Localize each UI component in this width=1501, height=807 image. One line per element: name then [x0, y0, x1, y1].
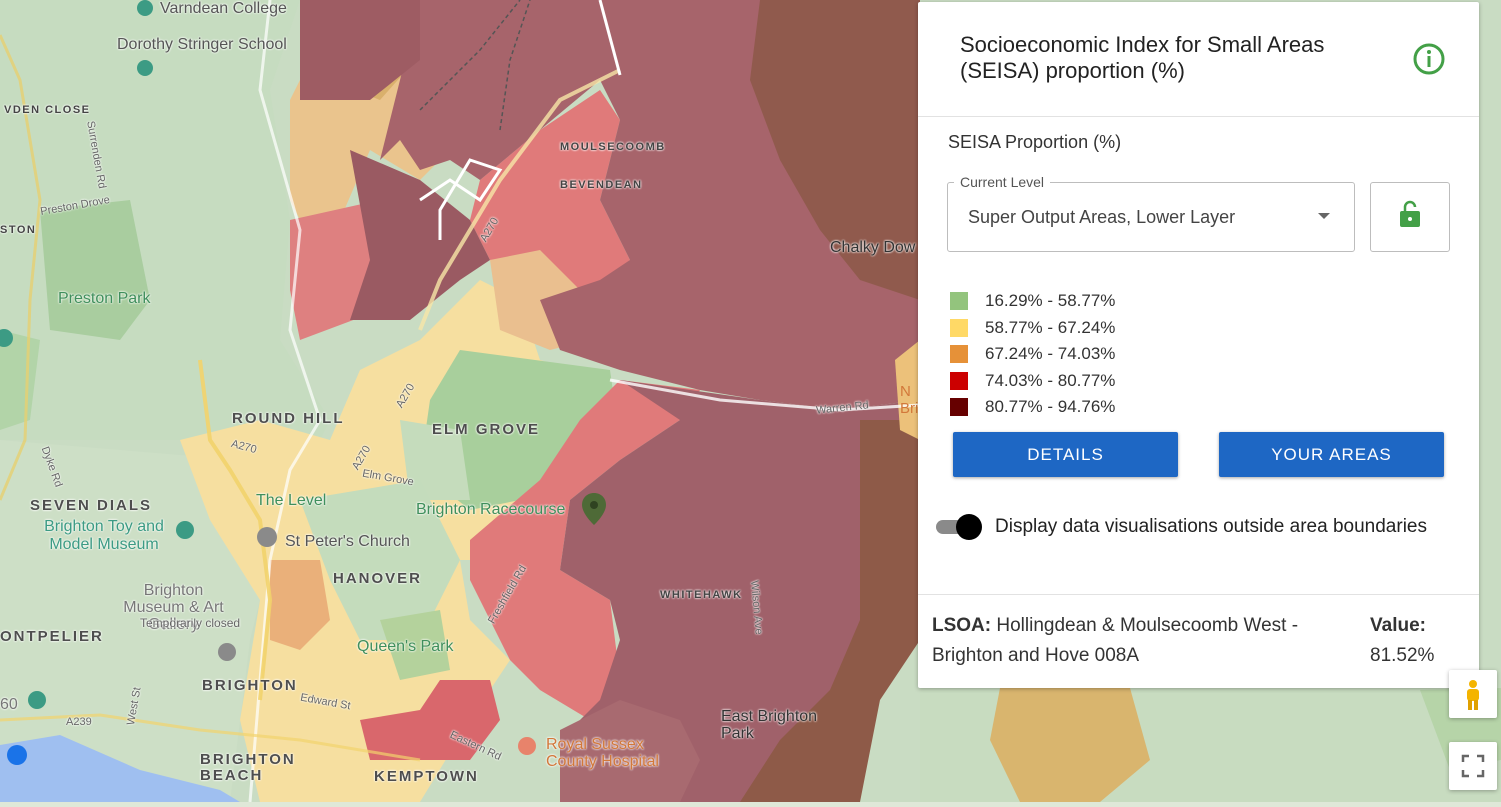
pegman-icon — [1467, 680, 1479, 710]
panel-divider-bottom — [918, 594, 1479, 595]
legend-range: 80.77% - 94.76% — [985, 397, 1116, 416]
map-label-round-hill: ROUND HILL — [232, 410, 345, 427]
map-label-bevendean: BEVENDEAN — [560, 179, 643, 191]
map-label-varndean: Varndean College — [160, 0, 287, 17]
legend-swatch — [950, 319, 968, 337]
fullscreen-button[interactable] — [1449, 742, 1497, 790]
lsoa-label: LSOA: — [932, 615, 992, 636]
map-label-whitehawk: WHITEHAWK — [660, 589, 743, 601]
level-select-value: Super Output Areas, Lower Layer — [968, 207, 1236, 227]
legend-item: 58.77% - 67.24% — [950, 317, 1115, 339]
outside-boundaries-toggle[interactable] — [934, 514, 984, 540]
legend-item: 80.77% - 94.76% — [950, 396, 1115, 418]
toggle-label: Display data visualisations outside area… — [995, 516, 1427, 537]
chevron-down-icon — [1318, 213, 1330, 219]
map-label-chalky-down: Chalky Dow — [830, 239, 916, 256]
legend-swatch — [950, 372, 968, 390]
lock-open-icon — [1400, 200, 1420, 227]
toggle-knob — [956, 514, 982, 540]
map-label-elm-grove-area: ELM GROVE — [432, 421, 541, 438]
panel-subtitle: SEISA Proportion (%) — [948, 132, 1122, 152]
fullscreen-icon — [1461, 754, 1485, 778]
map-label-a239: A239 — [66, 716, 92, 728]
map-label-kemptown: KEMPTOWN — [374, 768, 479, 785]
map-label-60: 60 — [0, 696, 18, 713]
info-button[interactable] — [1412, 42, 1446, 76]
map-label-moulsecoomb: MOULSECOOMB — [560, 141, 666, 153]
map-label-the-level: The Level — [256, 492, 327, 509]
map-label-ontpelier: ONTPELIER — [0, 628, 104, 645]
legend-range: 74.03% - 80.77% — [985, 371, 1116, 390]
map-label-brighton-beach: BRIGHTON BEACH — [200, 751, 296, 784]
map-label-dorothy: Dorothy Stringer School — [117, 36, 287, 53]
legend-item: 16.29% - 58.77% — [950, 290, 1115, 312]
map-label-brighton: BRIGHTON — [202, 677, 298, 694]
legend-swatch — [950, 292, 968, 310]
legend-range: 58.77% - 67.24% — [985, 318, 1116, 337]
legend-panel: Socioeconomic Index for Small Areas (SEI… — [918, 2, 1479, 688]
panel-divider-top — [918, 116, 1479, 117]
legend-swatch — [950, 345, 968, 363]
lock-button[interactable] — [1370, 182, 1450, 252]
details-button[interactable]: DETAILS — [953, 432, 1178, 477]
racecourse-pin-icon — [582, 493, 606, 525]
info-circle-icon — [1413, 43, 1445, 75]
map-label-preston-park: Preston Park — [58, 290, 151, 307]
lsoa-name: Hollingdean & Moulsecoomb West - Brighto… — [932, 615, 1299, 666]
level-select-label: Current Level — [954, 174, 1051, 190]
map-label-queens-park: Queen's Park — [357, 638, 454, 655]
map-label-royal-sussex: Royal Sussex County Hospital — [546, 736, 659, 770]
lsoa-info: LSOA: Hollingdean & Moulsecoomb West - B… — [932, 611, 1332, 671]
legend-range: 67.24% - 74.03% — [985, 344, 1116, 363]
map-label-museum: Brighton Museum & Art Gallery — [123, 582, 224, 633]
map-label-ston: STON — [0, 224, 37, 236]
value-number: 81.52% — [1370, 645, 1435, 666]
map-label-racecourse: Brighton Racecourse — [416, 501, 566, 518]
panel-title: Socioeconomic Index for Small Areas (SEI… — [960, 32, 1325, 83]
map-label-vden: VDEN CLOSE — [4, 104, 91, 116]
legend-item: 74.03% - 80.77% — [950, 370, 1115, 392]
map-label-east-brighton: East Brighton Park — [721, 708, 818, 742]
value-info: Value: 81.52% — [1370, 611, 1460, 671]
legend-swatch — [950, 398, 968, 416]
map-label-toy-museum: Brighton Toy and Model Museum — [44, 518, 164, 553]
level-select[interactable]: Super Output Areas, Lower Layer — [947, 182, 1355, 252]
map-label-temp-closed: Temporarily closed — [140, 616, 241, 630]
map-label-st-peters: St Peter's Church — [285, 533, 410, 550]
your-areas-button[interactable]: YOUR AREAS — [1219, 432, 1444, 477]
street-view-button[interactable] — [1449, 670, 1497, 718]
map-label-n-brig: N Brig — [900, 383, 920, 417]
map-label-hanover: HANOVER — [333, 570, 423, 587]
value-label: Value: — [1370, 615, 1426, 636]
map-label-seven-dials: SEVEN DIALS — [30, 497, 153, 514]
legend-range: 16.29% - 58.77% — [985, 291, 1116, 310]
legend-item: 67.24% - 74.03% — [950, 343, 1115, 365]
